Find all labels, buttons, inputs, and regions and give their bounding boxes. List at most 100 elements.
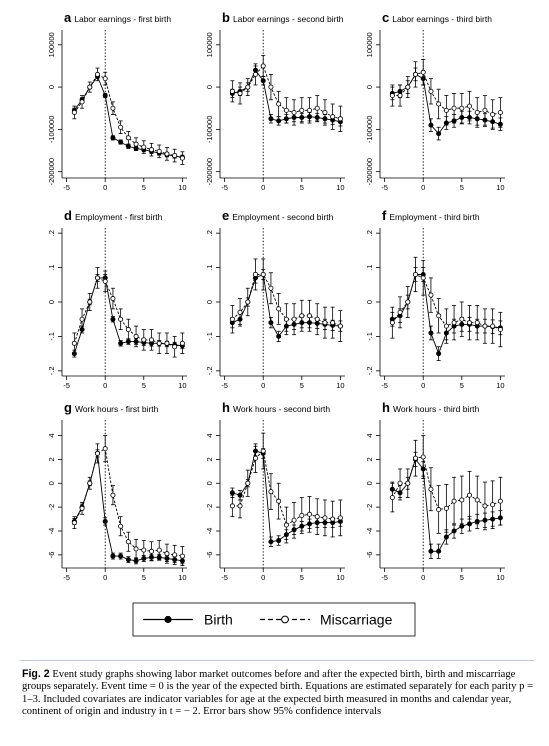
x-tick-label: 10 — [336, 183, 344, 192]
birth-point — [125, 557, 131, 563]
y-tick-label: 0 — [47, 300, 56, 304]
miscarriage-point — [79, 316, 85, 322]
miscarriage-point — [118, 523, 124, 529]
panel-title: d Employment - first birth — [64, 208, 163, 223]
miscarriage-point — [252, 271, 258, 277]
miscarriage-point — [497, 327, 503, 333]
caption-divider — [20, 660, 534, 661]
miscarriage-point — [299, 107, 305, 113]
panel-title-text: Employment - second birth — [232, 212, 333, 222]
panel-title: h Work hours - second birth — [222, 400, 330, 415]
miscarriage-point — [330, 114, 336, 120]
miscarriage-point — [149, 147, 155, 153]
miscarriage-point — [397, 480, 403, 486]
miscarriage-point — [118, 316, 124, 322]
miscarriage-point — [467, 492, 473, 498]
birth-point — [110, 316, 116, 322]
miscarriage-point — [330, 516, 336, 522]
miscarriage-point — [443, 107, 449, 113]
x-tick-label: -5 — [221, 381, 228, 390]
y-tick-label: -200000 — [365, 158, 374, 186]
y-tick-label: 2 — [365, 457, 374, 461]
miscarriage-point — [229, 503, 235, 509]
miscarriage-point — [474, 109, 480, 115]
birth-point — [110, 135, 116, 141]
y-tick-label: -100000 — [47, 116, 56, 144]
y-tick-label: -4 — [365, 528, 374, 535]
y-tick-label: -100000 — [205, 116, 214, 144]
x-tick-label: -5 — [63, 381, 70, 390]
panel-letter: h — [382, 400, 390, 415]
birth-point — [276, 118, 282, 124]
birth-point — [428, 548, 434, 554]
y-tick-label: 0 — [205, 300, 214, 304]
miscarriage-point — [467, 320, 473, 326]
miscarriage-point — [428, 486, 434, 492]
miscarriage-point — [467, 103, 473, 109]
miscarriage-point — [420, 275, 426, 281]
miscarriage-point — [179, 340, 185, 346]
miscarriage-point — [299, 512, 305, 518]
miscarriage-point — [260, 271, 266, 277]
panel-f-6: f Employment - third birth -.2 -.1 0 .1 .2 -5 0 5… — [365, 208, 505, 390]
birth-point — [428, 122, 434, 128]
birth-point — [268, 116, 274, 122]
miscarriage-point — [397, 309, 403, 315]
miscarriage-point — [172, 344, 178, 350]
miscarriage-point — [87, 480, 93, 486]
miscarriage-point — [179, 155, 185, 161]
miscarriage-point — [474, 320, 480, 326]
y-tick-label: 100000 — [365, 32, 374, 57]
y-tick-label: -.2 — [47, 366, 56, 375]
birth-point — [118, 139, 124, 145]
x-tick-label: 5 — [460, 183, 464, 192]
birth-point — [459, 523, 465, 529]
panel-title: h Work hours - third birth — [382, 400, 480, 415]
caption-text: Event study graphs showing labor market … — [22, 669, 534, 718]
miscarriage-point — [110, 296, 116, 302]
y-tick-label: .2 — [205, 230, 214, 236]
y-tick-label: -.1 — [365, 332, 374, 341]
miscarriage-point — [412, 71, 418, 77]
y-tick-label: -.2 — [365, 366, 374, 375]
x-tick-label: 10 — [178, 183, 186, 192]
x-tick-label: -5 — [381, 573, 388, 582]
birth-point — [467, 521, 473, 527]
x-tick-label: 0 — [103, 381, 107, 390]
x-tick-label: -5 — [63, 573, 70, 582]
panel-title-text: Labor earnings - second birth — [233, 14, 344, 24]
miscarriage-point — [245, 480, 251, 486]
miscarriage-point — [322, 109, 328, 115]
panel-title-text: Labor earnings - first birth — [74, 14, 171, 24]
miscarriage-point — [156, 547, 162, 553]
birth-point — [118, 340, 124, 346]
miscarriage-point — [179, 553, 185, 559]
miscarriage-point — [94, 275, 100, 281]
x-tick-label: -5 — [221, 573, 228, 582]
x-tick-label: 0 — [421, 381, 425, 390]
miscarriage-series-line — [232, 450, 341, 526]
miscarriage-point — [172, 552, 178, 558]
panel-h-9: h Work hours - third birth -6 -4 -2 0 2 4 -5 0 5 10 — [365, 400, 505, 582]
miscarriage-point — [87, 84, 93, 90]
x-tick-label: 5 — [460, 573, 464, 582]
y-tick-label: 0 — [47, 481, 56, 485]
x-tick-label: 5 — [300, 183, 304, 192]
x-tick-label: 5 — [142, 573, 146, 582]
legend-birth-label: Birth — [204, 612, 233, 628]
y-tick-label: -.1 — [205, 332, 214, 341]
miscarriage-point — [260, 63, 266, 69]
legend-box — [132, 602, 416, 637]
x-tick-label: 10 — [496, 381, 504, 390]
miscarriage-point — [268, 489, 274, 495]
panel-e-5: e Employment - second birth -.2 -.1 0 .1 .2 -5 0… — [205, 208, 345, 390]
panel-letter: a — [64, 10, 72, 25]
miscarriage-point — [420, 69, 426, 75]
miscarriage-series-line — [232, 274, 341, 327]
miscarriage-point — [268, 285, 274, 291]
miscarriage-point — [102, 446, 108, 452]
miscarriage-point — [314, 514, 320, 520]
x-tick-label: 5 — [300, 573, 304, 582]
miscarriage-point — [237, 503, 243, 509]
panel-letter: d — [64, 208, 72, 223]
